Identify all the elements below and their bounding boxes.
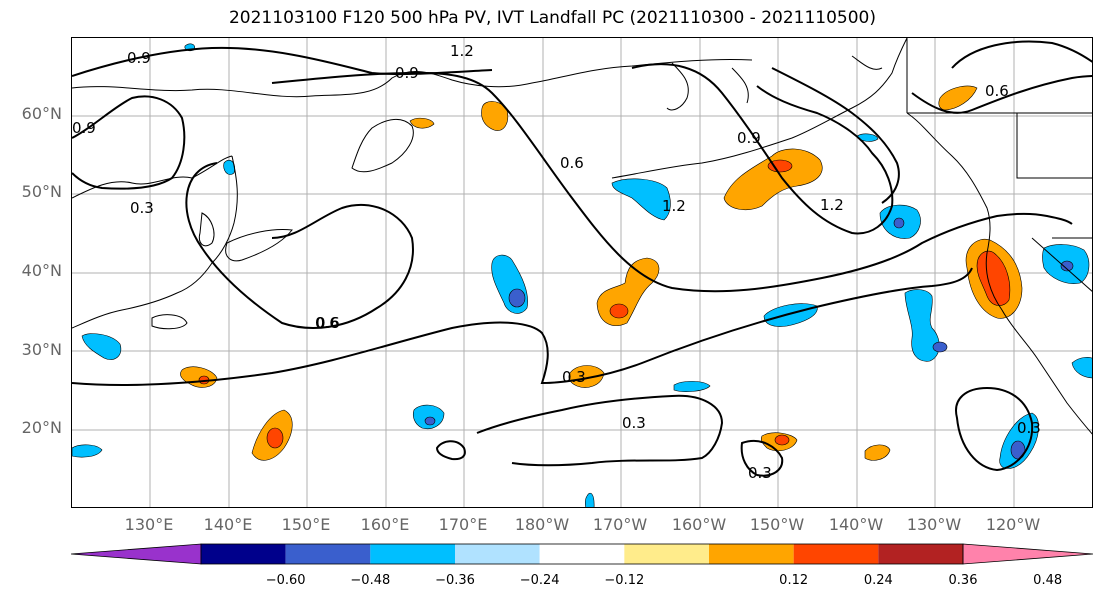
colorbar-tick-label: −0.48 — [350, 573, 391, 588]
contour-label: 0.6 — [316, 314, 340, 332]
contour-label: 0.6 — [315, 314, 339, 332]
contour-label: 0.9 — [127, 49, 151, 67]
lon-label-170e: 170°E — [438, 515, 488, 534]
lon-label-120w: 120°W — [985, 515, 1041, 534]
colorbar-segment — [793, 544, 879, 564]
contour-label: 1.2 — [662, 197, 686, 215]
colorbar-segments — [71, 543, 1093, 565]
colorbar-tick-label: −0.60 — [265, 573, 306, 588]
contour-label: 0.3 — [1017, 419, 1041, 437]
lat-label-50: 50°N — [21, 182, 62, 201]
contour-label: 0.3 — [748, 464, 772, 482]
contour-label: 1.2 — [820, 196, 844, 214]
colorbar — [71, 543, 1093, 565]
lat-label-30: 30°N — [21, 340, 62, 359]
contour-label: 0.6 — [560, 154, 584, 172]
contour-label: 0.9 — [395, 64, 419, 82]
colorbar-tick-label: −0.36 — [435, 573, 475, 588]
lon-label-150w: 150°W — [749, 515, 805, 534]
colorbar-extend-high — [962, 543, 1093, 565]
lon-label-130w: 130°W — [906, 515, 962, 534]
coastlines — [72, 38, 1092, 435]
colorbar-segment — [455, 544, 540, 564]
colorbar-outline — [200, 543, 964, 565]
colorbar-tick-label: 0.24 — [863, 573, 893, 588]
colorbar-segment — [539, 544, 625, 564]
contour-label: 0.3 — [622, 414, 646, 432]
contour-label: 0.3 — [562, 368, 586, 386]
lon-label-140e: 140°E — [203, 515, 253, 534]
colorbar-segment — [285, 544, 371, 564]
pv-contours — [72, 40, 1092, 477]
contour-label: 0.9 — [72, 119, 96, 137]
map-title: 2021103100 F120 500 hPa PV, IVT Landfall… — [228, 8, 876, 28]
lon-label-130e: 130°E — [124, 515, 174, 534]
colorbar-tick-label: 0.48 — [1033, 573, 1063, 588]
lat-label-20: 20°N — [21, 418, 62, 437]
colorbar-segment — [624, 544, 709, 564]
lon-label-170w: 170°W — [592, 515, 648, 534]
lat-label-60: 60°N — [21, 104, 62, 123]
contour-label: 0.6 — [985, 82, 1009, 100]
colorbar-tick-label: 0.12 — [779, 573, 809, 588]
colorbar-tick-label: −0.24 — [519, 573, 560, 588]
contour-label: 0.9 — [737, 129, 761, 147]
lon-label-160w: 160°W — [671, 515, 727, 534]
lon-label-180w: 180°W — [514, 515, 570, 534]
map-canvas: 0.9 1.2 0.9 0.6 0.9 1.2 1.2 0.3 0.6 0.6 … — [72, 38, 1092, 507]
colorbar-segment — [709, 544, 794, 564]
colorbar-segment — [370, 544, 455, 564]
lon-label-150e: 150°E — [281, 515, 331, 534]
map-panel: 0.9 1.2 0.9 0.6 0.9 1.2 1.2 0.3 0.6 0.6 … — [71, 37, 1093, 508]
colorbar-tick-label: −0.12 — [604, 573, 645, 588]
lon-label-140w: 140°W — [828, 515, 884, 534]
lat-label-40: 40°N — [21, 261, 62, 280]
ivt-anomaly-fills — [72, 43, 1092, 507]
colorbar-tick-label: 0.36 — [948, 573, 978, 588]
lon-label-160e: 160°E — [360, 515, 410, 534]
contour-label: 1.2 — [450, 42, 474, 60]
colorbar-segment — [878, 544, 963, 564]
colorbar-segment — [201, 544, 286, 564]
graticule — [72, 38, 1092, 507]
contour-label: 0.3 — [130, 199, 154, 217]
contour-labels: 0.9 1.2 0.9 0.6 0.9 1.2 1.2 0.3 0.6 0.6 … — [72, 42, 1041, 482]
colorbar-extend-low — [71, 543, 202, 565]
